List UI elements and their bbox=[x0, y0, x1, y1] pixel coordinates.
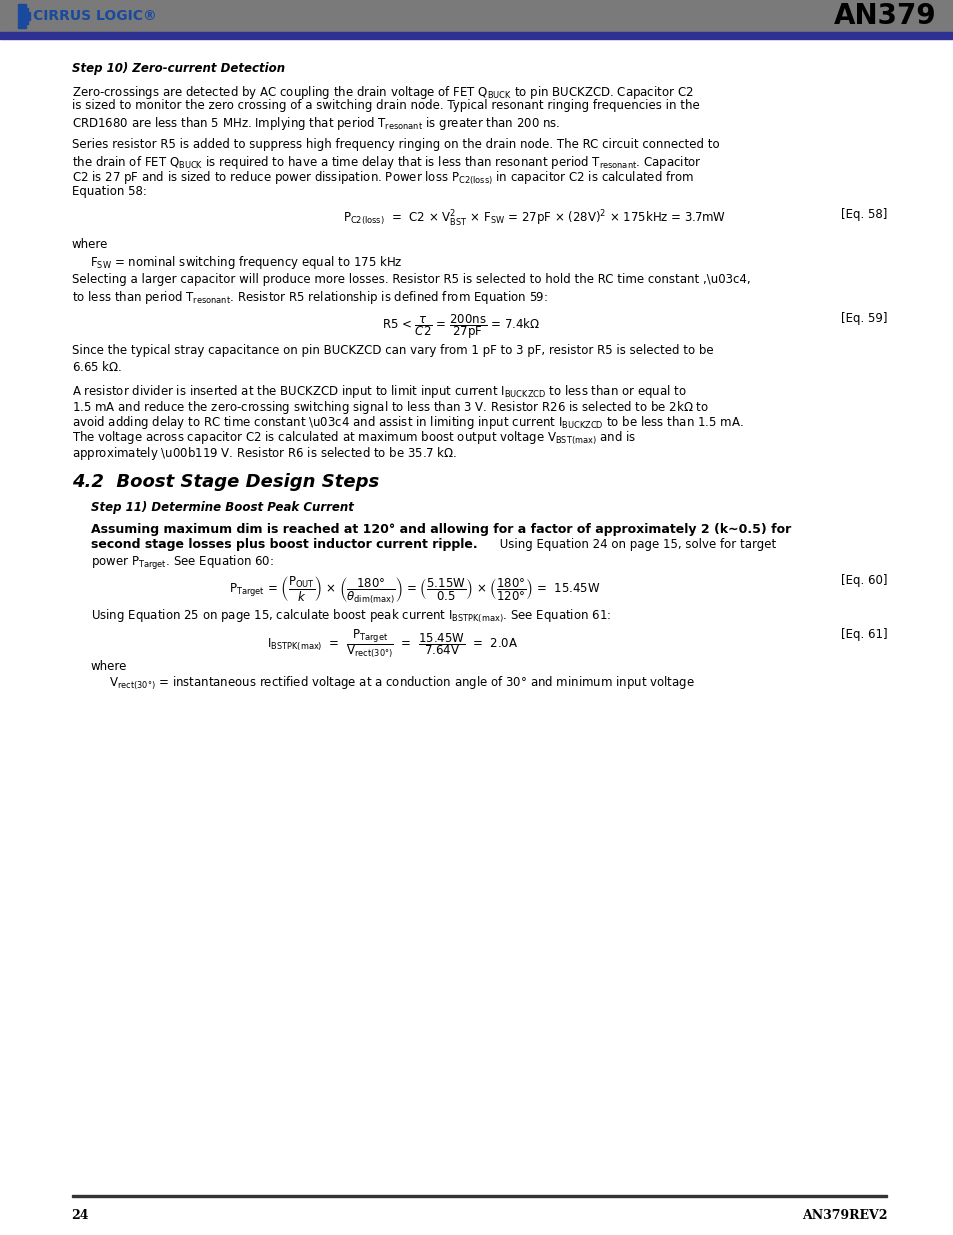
Text: where: where bbox=[91, 659, 127, 673]
Bar bbox=[71, 1194, 886, 1197]
Bar bbox=[18, 7, 28, 11]
Text: CIRRUS LOGIC®: CIRRUS LOGIC® bbox=[33, 9, 156, 23]
Text: Equation 58:: Equation 58: bbox=[71, 185, 146, 198]
Text: to less than period T$_{\mathsf{resonant}}$. Resistor R5 relationship is defined: to less than period T$_{\mathsf{resonant… bbox=[71, 289, 547, 306]
Text: [Eq. 61]: [Eq. 61] bbox=[840, 627, 886, 641]
Text: power P$_{\mathsf{Target}}$. See Equation 60:: power P$_{\mathsf{Target}}$. See Equatio… bbox=[91, 555, 274, 572]
Text: 4.2  Boost Stage Design Steps: 4.2 Boost Stage Design Steps bbox=[71, 473, 378, 492]
Text: Assuming maximum dim is reached at 120° and allowing for a factor of approximate: Assuming maximum dim is reached at 120° … bbox=[91, 522, 790, 536]
Bar bbox=[18, 20, 28, 23]
Text: CRD1680 are less than 5 MHz. Implying that period T$_{\mathsf{resonant}}$ is gre: CRD1680 are less than 5 MHz. Implying th… bbox=[71, 115, 559, 132]
Text: Step 11) Determine Boost Peak Current: Step 11) Determine Boost Peak Current bbox=[91, 501, 354, 514]
Text: R5 < $\dfrac{\tau}{C2}$ = $\dfrac{200\mathsf{ns}}{27\mathsf{pF}}$ = 7.4k$\Omega$: R5 < $\dfrac{\tau}{C2}$ = $\dfrac{200\ma… bbox=[381, 312, 539, 341]
Text: P$_{\mathsf{C2(loss)}}$  =  C2 $\times$ V$^{\mathsf{2}}_{\mathsf{BST}}$ $\times$: P$_{\mathsf{C2(loss)}}$ = C2 $\times$ V$… bbox=[343, 209, 725, 228]
Text: [Eq. 60]: [Eq. 60] bbox=[840, 574, 886, 588]
Text: Series resistor R5 is added to suppress high frequency ringing on the drain node: Series resistor R5 is added to suppress … bbox=[71, 138, 719, 152]
Text: Since the typical stray capacitance on pin BUCKZCD can vary from 1 pF to 3 pF, r: Since the typical stray capacitance on p… bbox=[71, 345, 713, 357]
Text: C2 is 27 pF and is sized to reduce power dissipation. Power loss P$_{\mathsf{C2(: C2 is 27 pF and is sized to reduce power… bbox=[71, 169, 693, 186]
Text: Using Equation 24 on page 15, solve for target: Using Equation 24 on page 15, solve for … bbox=[496, 538, 775, 552]
Bar bbox=[0, 32, 953, 40]
Text: A resistor divider is inserted at the BUCKZCD input to limit input current I$_{\: A resistor divider is inserted at the BU… bbox=[71, 384, 685, 400]
Text: approximately \u00b119 V. Resistor R6 is selected to be 35.7 k$\Omega$.: approximately \u00b119 V. Resistor R6 is… bbox=[71, 446, 456, 462]
Text: [Eq. 58]: [Eq. 58] bbox=[840, 209, 886, 221]
Text: [Eq. 59]: [Eq. 59] bbox=[840, 312, 886, 326]
Text: 6.65 k$\Omega$.: 6.65 k$\Omega$. bbox=[71, 359, 122, 374]
Text: second stage losses plus boost inductor current ripple.: second stage losses plus boost inductor … bbox=[91, 538, 476, 552]
Text: where: where bbox=[71, 238, 108, 252]
Text: The voltage across capacitor C2 is calculated at maximum boost output voltage V$: The voltage across capacitor C2 is calcu… bbox=[71, 430, 635, 447]
Text: F$_{\mathsf{SW}}$ = nominal switching frequency equal to 175 kHz: F$_{\mathsf{SW}}$ = nominal switching fr… bbox=[90, 254, 402, 270]
Text: P$_{\mathsf{Target}}$ = $\left(\dfrac{\mathsf{P_{OUT}}}{k}\right)$ $\times$ $\le: P$_{\mathsf{Target}}$ = $\left(\dfrac{\m… bbox=[229, 574, 600, 605]
Text: avoid adding delay to RC time constant \u03c4 and assist in limiting input curre: avoid adding delay to RC time constant \… bbox=[71, 415, 742, 431]
Text: Zero-crossings are detected by AC coupling the drain voltage of FET Q$_{\mathsf{: Zero-crossings are detected by AC coupli… bbox=[71, 84, 693, 101]
Text: 24: 24 bbox=[71, 1209, 89, 1221]
Text: Selecting a larger capacitor will produce more losses. Resistor R5 is selected t: Selecting a larger capacitor will produc… bbox=[71, 273, 749, 287]
Bar bbox=[18, 4, 26, 7]
Text: Using Equation 25 on page 15, calculate boost peak current I$_{\mathsf{BSTPK(max: Using Equation 25 on page 15, calculate … bbox=[91, 609, 610, 625]
Text: I$_{\mathsf{BSTPK(max)}}$  =  $\dfrac{\mathsf{P_{Target}}}{\mathsf{V_{rect(30°)}: I$_{\mathsf{BSTPK(max)}}$ = $\dfrac{\mat… bbox=[267, 627, 518, 661]
Text: 1.5 mA and reduce the zero-crossing switching signal to less than 3 V. Resistor : 1.5 mA and reduce the zero-crossing swit… bbox=[71, 399, 708, 416]
Bar bbox=[18, 16, 30, 20]
Bar bbox=[18, 23, 26, 27]
Text: is sized to monitor the zero crossing of a switching drain node. Typical resonan: is sized to monitor the zero crossing of… bbox=[71, 100, 699, 112]
Bar bbox=[0, 0, 953, 32]
Text: AN379REV2: AN379REV2 bbox=[801, 1209, 886, 1221]
Text: V$_{\mathsf{rect(30°)}}$ = instantaneous rectified voltage at a conduction angle: V$_{\mathsf{rect(30°)}}$ = instantaneous… bbox=[109, 676, 694, 693]
Text: the drain of FET Q$_{\mathsf{BUCK}}$ is required to have a time delay that is le: the drain of FET Q$_{\mathsf{BUCK}}$ is … bbox=[71, 154, 700, 170]
Bar bbox=[18, 11, 30, 16]
Text: Step 10) Zero-current Detection: Step 10) Zero-current Detection bbox=[71, 62, 284, 75]
Text: AN379: AN379 bbox=[833, 2, 935, 30]
